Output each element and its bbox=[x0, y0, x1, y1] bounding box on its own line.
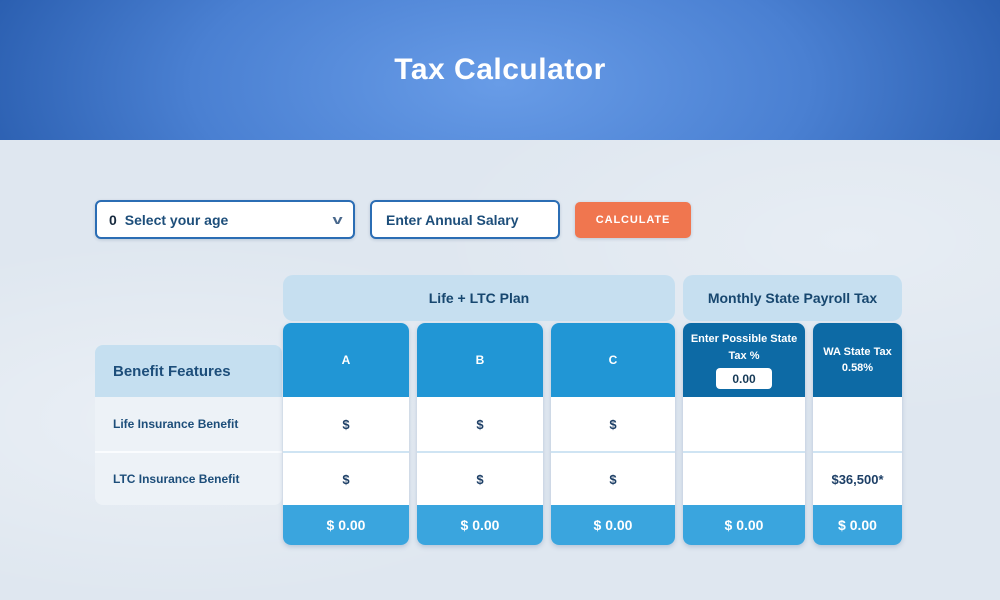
wa-tax-column: WA State Tax 0.58% $36,500* $ 0.00 bbox=[813, 323, 902, 545]
cell-c-ltc: $ bbox=[551, 451, 675, 505]
column-header-wa-tax: WA State Tax 0.58% bbox=[813, 323, 902, 397]
cell-a-ltc: $ bbox=[283, 451, 409, 505]
cell-a-life: $ bbox=[283, 397, 409, 451]
wa-tax-header-line1: WA State Tax bbox=[823, 345, 892, 358]
plan-column-a: A $ $ $ 0.00 bbox=[283, 323, 409, 545]
plan-column-b: B $ $ $ 0.00 bbox=[417, 323, 543, 545]
column-header-c: C bbox=[551, 323, 675, 397]
plan-column-c: C $ $ $ 0.00 bbox=[551, 323, 675, 545]
state-tax-column: Enter Possible State Tax % $ 0.00 bbox=[683, 323, 805, 545]
total-c: $ 0.00 bbox=[551, 505, 675, 545]
wa-tax-header-line2: 0.58% bbox=[841, 362, 874, 374]
cell-tax-life bbox=[683, 397, 805, 451]
info-icon: 0 bbox=[109, 211, 117, 228]
group-header-payroll-label: Monthly State Payroll Tax bbox=[707, 290, 878, 306]
hero-banner: Tax Calculator bbox=[0, 0, 1000, 140]
calculate-button[interactable]: CALCULATE bbox=[575, 202, 691, 238]
age-select[interactable]: 0 Select your age v bbox=[95, 200, 355, 239]
group-header-payroll: Monthly State Payroll Tax bbox=[683, 275, 902, 321]
benefit-features-header: Benefit Features bbox=[95, 345, 282, 397]
page-title: Tax Calculator bbox=[394, 53, 606, 86]
state-tax-header-label: Enter Possible State Tax % bbox=[690, 333, 798, 362]
salary-input[interactable] bbox=[372, 202, 558, 237]
cell-c-life: $ bbox=[551, 397, 675, 451]
chevron-down-icon: v bbox=[332, 212, 343, 227]
cell-b-ltc: $ bbox=[417, 451, 543, 505]
total-wa-tax: $ 0.00 bbox=[813, 505, 902, 545]
cell-wa-life bbox=[813, 397, 902, 451]
column-header-b: B bbox=[417, 323, 543, 397]
cell-wa-ltc: $36,500* bbox=[813, 451, 902, 505]
state-tax-input[interactable] bbox=[716, 368, 772, 389]
benefit-features-label: Benefit Features bbox=[113, 362, 231, 380]
column-header-a: A bbox=[283, 323, 409, 397]
column-header-state-tax: Enter Possible State Tax % bbox=[683, 323, 805, 397]
cell-b-life: $ bbox=[417, 397, 543, 451]
age-select-label: Select your age bbox=[124, 211, 229, 228]
total-b: $ 0.00 bbox=[417, 505, 543, 545]
cell-tax-ltc bbox=[683, 451, 805, 505]
benefit-features-body: Life Insurance Benefit LTC Insurance Ben… bbox=[95, 397, 282, 505]
row-label-ltc: LTC Insurance Benefit bbox=[95, 451, 282, 505]
group-header-plan-label: Life + LTC Plan bbox=[428, 290, 530, 306]
row-label-life: Life Insurance Benefit bbox=[113, 417, 239, 431]
group-header-plan: Life + LTC Plan bbox=[283, 275, 675, 321]
salary-field-wrap bbox=[370, 200, 560, 239]
total-state-tax: $ 0.00 bbox=[683, 505, 805, 545]
total-a: $ 0.00 bbox=[283, 505, 409, 545]
